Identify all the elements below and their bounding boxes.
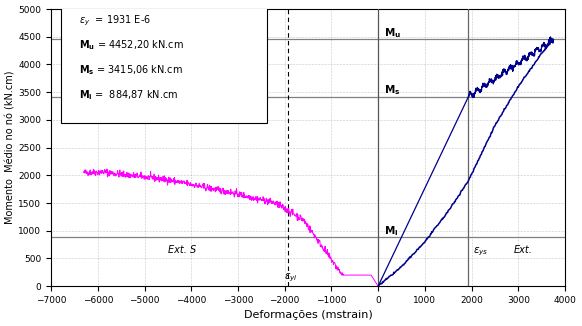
Y-axis label: Momento  Médio no nó (kN.cm): Momento Médio no nó (kN.cm) [6, 71, 16, 224]
Text: $\mathbf{M_i}$ =  884,87 kN.cm: $\mathbf{M_i}$ = 884,87 kN.cm [79, 88, 179, 102]
Text: $\varepsilon_y$  = 1931 E-6: $\varepsilon_y$ = 1931 E-6 [79, 13, 151, 28]
Text: $\mathbf{M_s}$ = 3415,06 kN.cm: $\mathbf{M_s}$ = 3415,06 kN.cm [79, 63, 183, 77]
Text: Ext.: Ext. [513, 245, 533, 255]
Text: $\varepsilon_{yi}$: $\varepsilon_{yi}$ [284, 271, 297, 284]
X-axis label: Deformações (mstrain): Deformações (mstrain) [244, 310, 372, 320]
Text: $\bf{M}_u$: $\bf{M}_u$ [384, 26, 401, 40]
Text: $\bf{M}_s$: $\bf{M}_s$ [384, 83, 400, 97]
Text: $\bf{M}_i$: $\bf{M}_i$ [384, 224, 399, 238]
Text: Ext. S: Ext. S [168, 245, 196, 255]
Text: $\mathbf{M_u}$ = 4452,20 kN.cm: $\mathbf{M_u}$ = 4452,20 kN.cm [79, 38, 184, 52]
FancyBboxPatch shape [61, 6, 267, 123]
Text: $\varepsilon_{ys}$: $\varepsilon_{ys}$ [473, 245, 488, 258]
